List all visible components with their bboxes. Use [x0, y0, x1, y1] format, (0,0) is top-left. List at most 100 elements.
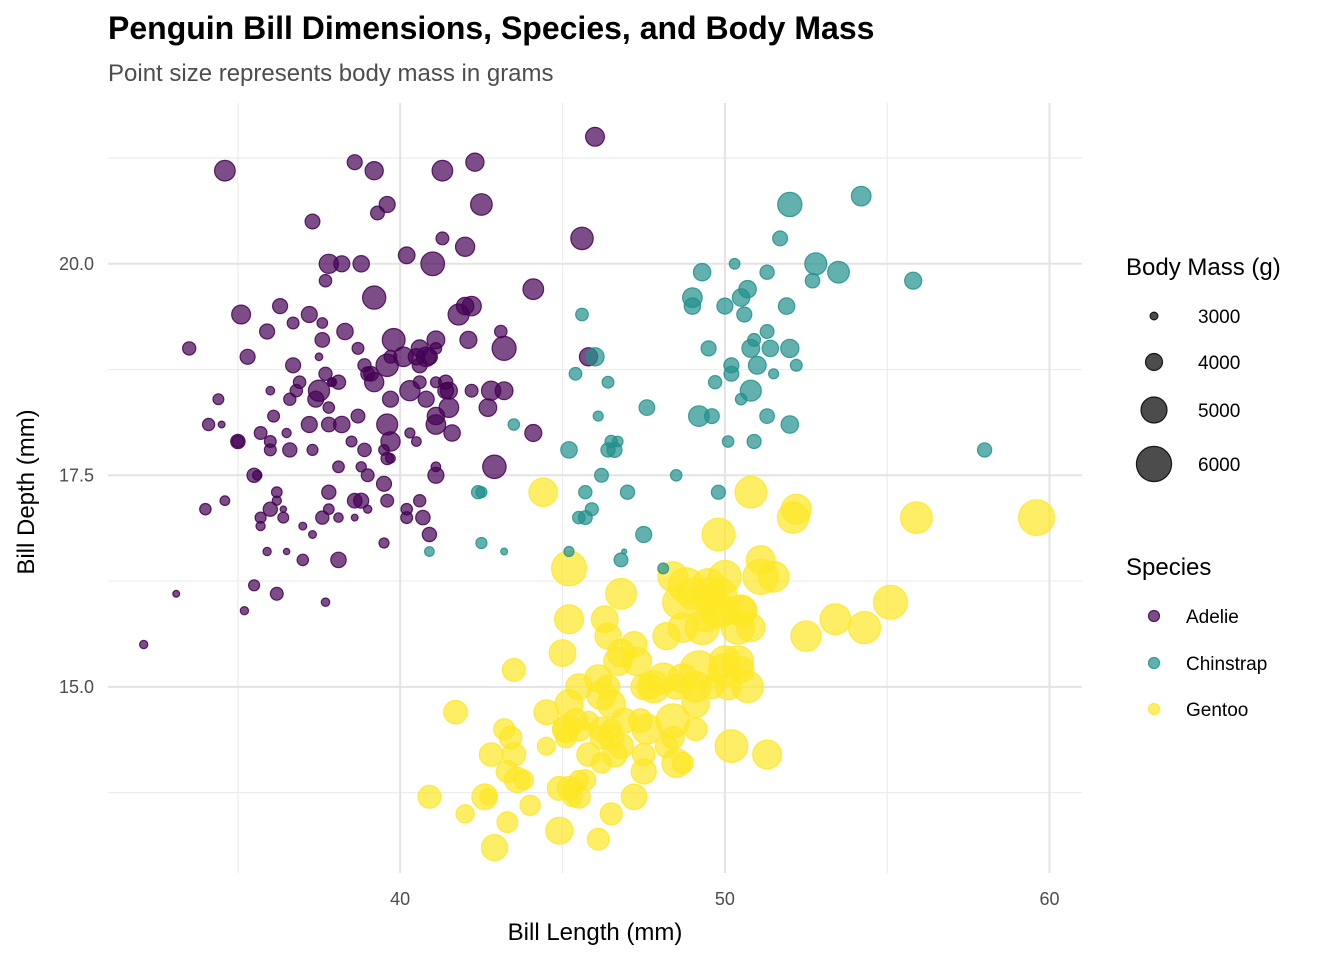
- y-axis-title: Bill Depth (mm): [13, 409, 40, 574]
- data-point-chinstrap: [736, 306, 753, 323]
- data-point-adelie: [430, 461, 442, 473]
- data-point-adelie: [383, 349, 398, 364]
- data-point-chinstrap: [560, 441, 578, 459]
- data-point-chinstrap: [585, 347, 605, 367]
- data-point-gentoo: [553, 604, 584, 635]
- data-point-adelie: [231, 304, 252, 325]
- data-point-adelie: [404, 427, 416, 439]
- data-point-gentoo: [545, 816, 574, 845]
- data-point-chinstrap: [777, 191, 803, 218]
- data-point-chinstrap: [772, 230, 789, 247]
- size-legend-label: 3000: [1198, 307, 1240, 328]
- data-point-adelie: [282, 547, 291, 556]
- data-point-adelie: [381, 390, 400, 408]
- data-point-gentoo: [727, 656, 755, 684]
- data-point-adelie: [262, 546, 272, 557]
- data-point-chinstrap: [619, 484, 636, 500]
- size-legend-key: [1144, 352, 1164, 372]
- data-point-adelie: [380, 493, 395, 508]
- y-axis-ticks: 15.0 17.5 20.0: [59, 254, 94, 697]
- data-point-chinstrap: [904, 271, 923, 290]
- data-point-adelie: [464, 383, 479, 398]
- data-point-adelie: [364, 160, 384, 181]
- data-point-adelie: [307, 390, 325, 408]
- data-point-adelie: [318, 366, 333, 381]
- data-point-chinstrap: [716, 297, 734, 315]
- species-legend-key: [1147, 609, 1161, 623]
- data-point-gentoo: [683, 717, 708, 742]
- data-point-chinstrap: [568, 366, 583, 381]
- data-point-chinstrap: [578, 485, 593, 500]
- data-point-adelie: [239, 606, 250, 616]
- data-point-adelie: [346, 492, 363, 509]
- data-point-adelie: [219, 495, 231, 507]
- data-point-chinstrap: [721, 435, 735, 448]
- data-point-adelie: [308, 529, 318, 539]
- data-point-gentoo: [872, 584, 908, 620]
- data-point-chinstrap: [804, 272, 821, 289]
- data-point-chinstrap: [638, 399, 656, 417]
- data-point-gentoo: [594, 622, 622, 650]
- species-legend-title: Species: [1126, 554, 1211, 581]
- data-point-chinstrap: [780, 338, 800, 359]
- data-point-gentoo: [479, 787, 497, 806]
- data-point-adelie: [413, 494, 427, 508]
- data-point-chinstrap: [827, 260, 850, 284]
- data-point-chinstrap: [767, 368, 780, 380]
- data-point-adelie: [321, 484, 337, 500]
- data-point-chinstrap: [734, 392, 748, 406]
- data-point-adelie: [277, 511, 290, 524]
- data-point-adelie: [336, 322, 354, 341]
- data-point-adelie: [454, 236, 476, 257]
- data-point-gentoo: [562, 778, 583, 799]
- data-point-gentoo: [599, 802, 623, 826]
- data-point-chinstrap: [804, 252, 828, 276]
- data-point-chinstrap: [850, 185, 872, 207]
- data-point-gentoo: [478, 742, 504, 767]
- data-point-adelie: [411, 357, 428, 374]
- data-point-adelie: [279, 505, 288, 514]
- y-tick-label: 15.0: [59, 677, 94, 697]
- data-point-adelie: [248, 579, 261, 592]
- size-legend-key: [1149, 311, 1159, 321]
- data-point-chinstrap: [507, 418, 521, 431]
- data-point-adelie: [259, 323, 276, 340]
- data-point-adelie: [426, 406, 446, 426]
- data-point-adelie: [296, 553, 310, 567]
- species-legend-label: Gentoo: [1186, 700, 1248, 721]
- species-legend-label: Chinstrap: [1186, 654, 1267, 675]
- data-point-gentoo: [620, 783, 648, 811]
- data-point-gentoo: [692, 605, 719, 633]
- species-legend-key: [1147, 702, 1161, 716]
- data-point-gentoo: [533, 699, 560, 726]
- data-point-adelie: [478, 398, 498, 418]
- data-point-adelie: [213, 159, 236, 182]
- data-point-chinstrap: [571, 510, 586, 525]
- data-point-chinstrap: [563, 545, 575, 558]
- data-point-adelie: [524, 423, 543, 443]
- chart-subtitle: Point size represents body mass in grams: [108, 60, 554, 87]
- data-point-chinstrap: [707, 375, 723, 390]
- data-point-adelie: [320, 597, 331, 607]
- data-point-gentoo: [663, 673, 690, 700]
- data-point-chinstrap: [976, 442, 993, 458]
- data-point-adelie: [201, 417, 216, 432]
- x-tick-label: 40: [390, 889, 410, 909]
- data-point-gentoo: [519, 794, 541, 817]
- data-point-gentoo: [819, 603, 852, 636]
- data-point-adelie: [255, 520, 266, 532]
- data-point-adelie: [385, 453, 396, 464]
- data-point-adelie: [199, 502, 212, 516]
- data-point-adelie: [262, 501, 278, 517]
- data-point-adelie: [314, 332, 331, 348]
- data-point-gentoo: [590, 752, 613, 774]
- data-point-chinstrap: [747, 355, 767, 375]
- data-point-adelie: [411, 436, 422, 447]
- data-point-gentoo: [455, 804, 475, 824]
- data-point-chinstrap: [759, 264, 775, 280]
- data-point-gentoo: [631, 742, 656, 767]
- size-legend-key: [1135, 445, 1173, 483]
- data-point-adelie: [217, 420, 226, 429]
- size-legend-label: 4000: [1198, 353, 1240, 374]
- data-point-chinstrap: [575, 307, 589, 322]
